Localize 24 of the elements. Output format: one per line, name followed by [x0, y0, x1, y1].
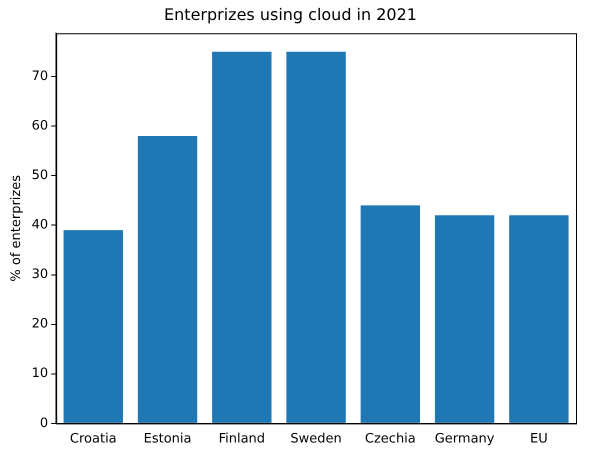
x-tick-label: Finland — [218, 432, 266, 447]
y-tick-label: 20 — [32, 316, 48, 332]
x-tick-label: Croatia — [70, 432, 117, 447]
y-tick-label: 10 — [32, 366, 48, 382]
x-tick-label: EU — [530, 432, 548, 447]
bar — [212, 52, 272, 423]
y-axis-title: % of enterprizes — [9, 174, 24, 282]
bar — [434, 215, 494, 423]
bar — [360, 205, 420, 423]
bar — [64, 230, 123, 423]
x-tick-label: Germany — [434, 432, 495, 447]
x-tick-label: Czechia — [364, 432, 416, 447]
bar — [509, 215, 569, 423]
y-tick-label: 40 — [32, 218, 48, 233]
chart-title: Enterprizes using cloud in 2021 — [164, 4, 417, 24]
x-tick-label: Estonia — [144, 432, 192, 447]
x-tick-label: Sweden — [290, 432, 342, 447]
y-tick-label: 70 — [32, 68, 48, 84]
y-tick-label: 50 — [32, 168, 48, 184]
bar — [286, 52, 346, 423]
y-tick-label: 30 — [32, 267, 48, 282]
bar — [138, 136, 198, 423]
y-tick-label: 60 — [32, 118, 48, 134]
y-tick-label: 0 — [40, 416, 48, 431]
